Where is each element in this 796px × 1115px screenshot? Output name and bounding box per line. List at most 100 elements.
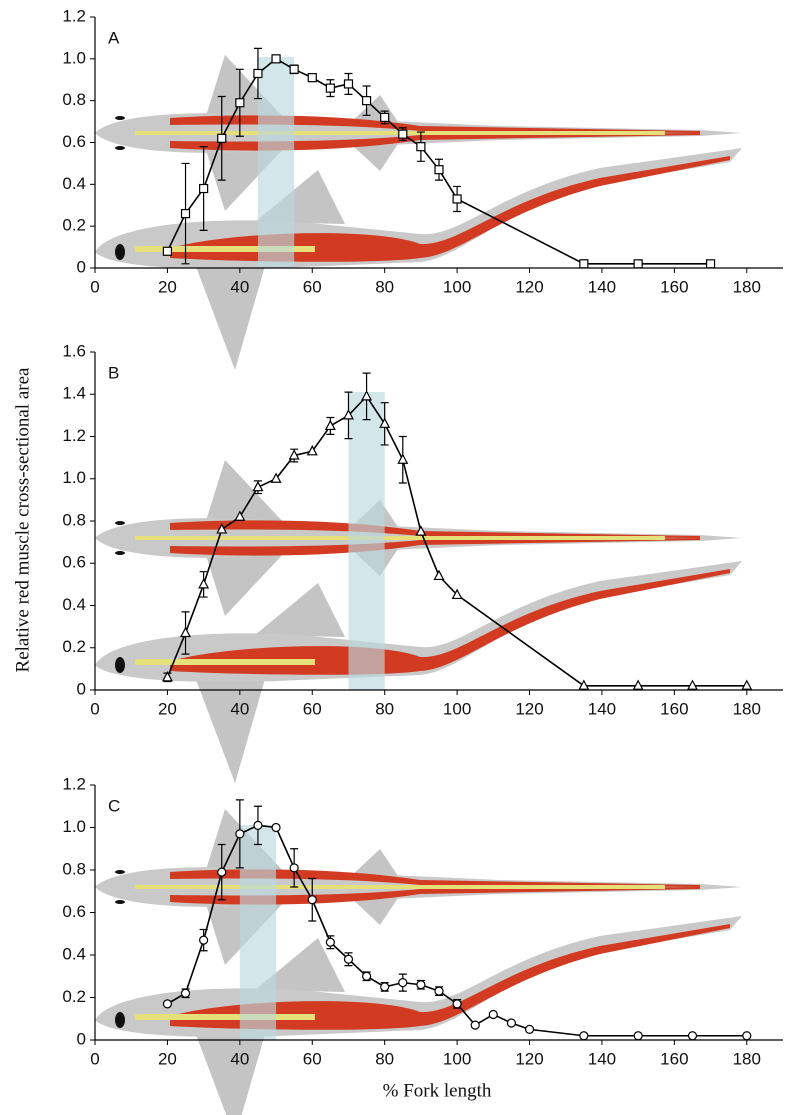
data-point — [452, 999, 462, 1009]
data-point — [705, 259, 716, 269]
red-muscle — [170, 869, 700, 887]
x-tick-label: 120 — [515, 1049, 543, 1068]
x-tick-label: 120 — [515, 699, 543, 718]
data-point — [470, 1020, 480, 1030]
shark-eye — [115, 116, 125, 120]
data-point — [325, 937, 335, 947]
x-tick-label: 40 — [230, 699, 249, 718]
data-point — [687, 1031, 698, 1041]
data-point — [253, 68, 263, 79]
data-point — [235, 829, 245, 839]
data-point — [217, 133, 227, 143]
y-tick-label: 0.8 — [62, 510, 86, 529]
shark-eye — [115, 900, 125, 904]
x-tick-label: 40 — [230, 277, 249, 296]
data-point — [342, 409, 354, 420]
data-point — [289, 863, 299, 873]
data-line — [166, 57, 711, 265]
data-point — [198, 578, 210, 589]
data-point — [180, 209, 191, 219]
shark-eye — [115, 146, 125, 150]
data-point — [434, 165, 444, 175]
shark-illustrations — [95, 55, 742, 1115]
red-muscle — [170, 156, 730, 262]
data-point — [633, 259, 643, 269]
data-point — [398, 978, 408, 988]
x-tick-label: 180 — [733, 1049, 761, 1068]
panel-label: C — [108, 796, 120, 815]
y-tick-label: 1.0 — [62, 817, 86, 836]
y-tick-label: 1.2 — [62, 774, 86, 793]
panel-label: B — [108, 363, 119, 382]
data-point — [524, 1024, 535, 1034]
vertebral-column — [135, 659, 315, 665]
x-tick-label: 20 — [158, 1049, 177, 1068]
x-tick-label: 0 — [90, 699, 99, 718]
y-tick-label: 0 — [77, 1029, 86, 1048]
data-point — [380, 982, 390, 992]
shark-eye — [115, 551, 125, 555]
data-point — [633, 1031, 643, 1041]
data-point — [741, 679, 753, 690]
shark-fin — [195, 1032, 265, 1115]
data-point — [488, 1009, 498, 1020]
x-tick-label: 20 — [158, 699, 177, 718]
x-tick-label: 80 — [375, 277, 394, 296]
y-tick-label: 0.8 — [62, 859, 86, 878]
shark-fin — [205, 460, 285, 524]
shark-fin — [350, 141, 400, 171]
shark-fin — [350, 849, 400, 879]
data-point — [397, 453, 409, 464]
data-point — [162, 246, 173, 256]
shaded-region — [348, 392, 385, 690]
x-axis-label: % Fork length — [383, 1080, 492, 1101]
y-tick-label: 0 — [77, 257, 86, 276]
red-muscle — [170, 115, 700, 133]
data-point — [270, 472, 282, 483]
x-tick-label: 180 — [733, 277, 761, 296]
x-tick-label: 160 — [660, 699, 688, 718]
y-tick-label: 1.2 — [62, 6, 86, 25]
data-point — [379, 417, 391, 428]
x-tick-label: 20 — [158, 277, 177, 296]
red-muscle — [170, 133, 700, 151]
data-point — [398, 129, 408, 139]
data-point — [199, 935, 209, 945]
x-tick-label: 60 — [303, 699, 322, 718]
shark-eye — [115, 244, 125, 260]
shark-eye — [115, 870, 125, 874]
data-point — [307, 895, 317, 905]
x-tick-label: 160 — [660, 277, 688, 296]
red-muscle — [170, 538, 700, 556]
y-tick-label: 0.4 — [62, 174, 86, 193]
data-point — [216, 523, 228, 534]
data-point — [361, 96, 372, 106]
red-muscle — [170, 520, 700, 538]
shark-fin — [195, 677, 265, 783]
red-muscle — [170, 924, 730, 1030]
data-point — [434, 986, 444, 996]
shaded-region — [257, 57, 295, 268]
data-point — [289, 64, 299, 74]
data-point — [579, 259, 589, 269]
data-point — [686, 679, 698, 690]
data-point — [180, 626, 192, 638]
data-point — [253, 820, 263, 830]
shark-fin — [255, 583, 345, 637]
shark-eye — [115, 521, 125, 525]
data-point — [306, 445, 318, 456]
x-tick-label: 100 — [443, 277, 471, 296]
x-tick-label: 60 — [303, 277, 322, 296]
data-point — [433, 569, 445, 581]
data-point — [271, 54, 281, 64]
data-point — [217, 867, 227, 877]
vertebral-column — [135, 885, 665, 889]
shark-fin — [195, 264, 265, 370]
data-point — [343, 954, 354, 964]
y-tick-label: 0 — [77, 679, 86, 698]
data-point — [452, 194, 462, 204]
data-point — [361, 390, 373, 401]
x-tick-label: 80 — [375, 1049, 394, 1068]
data-point — [506, 1018, 517, 1028]
y-tick-label: 0.6 — [62, 132, 86, 151]
